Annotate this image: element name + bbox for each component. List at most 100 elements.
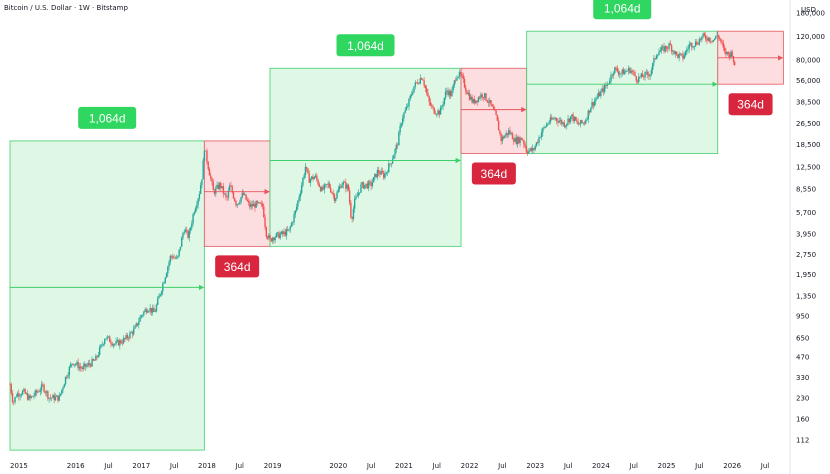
- candle-body-367: [472, 99, 475, 103]
- candle-body-440: [564, 125, 567, 127]
- candle-body-10: [21, 390, 24, 395]
- y-tick-label-4: 38,500: [796, 99, 821, 107]
- candle-body-430: [552, 118, 554, 120]
- candle-body-555: [710, 41, 712, 42]
- candle-body-343: [442, 104, 444, 107]
- candle-body-517: [662, 46, 664, 48]
- candle-body-196: [256, 201, 259, 203]
- candle-body-184: [241, 192, 244, 198]
- candle-body-218: [284, 231, 286, 236]
- candle-body-228: [297, 200, 299, 207]
- candle-body-212: [276, 232, 279, 234]
- candle-body-475: [609, 81, 611, 84]
- candle-body-330: [425, 88, 428, 93]
- candle-body-125: [167, 266, 169, 274]
- candle-body-463: [593, 100, 596, 106]
- candle-body-370: [476, 100, 478, 102]
- candle-body-506: [648, 74, 650, 77]
- candle-body-291: [376, 170, 379, 178]
- candle-body-159: [210, 175, 212, 179]
- candle-body-275: [356, 195, 358, 197]
- candle-body-133: [177, 255, 179, 258]
- candle-body-128: [170, 255, 173, 257]
- candle-body-206: [269, 235, 271, 239]
- candle-body-251: [326, 184, 328, 185]
- candle-body-490: [627, 67, 630, 71]
- candle-body-189: [247, 201, 250, 203]
- candle-body-519: [664, 46, 666, 52]
- candle-body-34: [52, 395, 54, 398]
- candle-body-569: [727, 51, 730, 54]
- candle-body-442: [567, 118, 569, 124]
- candle-body-151: [199, 185, 202, 194]
- candle-body-314: [405, 106, 408, 111]
- candle-body-388: [499, 130, 501, 134]
- candle-body-501: [641, 73, 644, 77]
- candle-body-45: [66, 376, 68, 378]
- candle-body-6: [16, 393, 19, 397]
- candle-body-520: [665, 46, 668, 49]
- candle-body-482: [617, 71, 620, 75]
- candle-body-67: [93, 360, 96, 361]
- candle-body-457: [586, 119, 588, 121]
- candle-body-20: [34, 390, 36, 396]
- candle-body-477: [611, 74, 613, 76]
- candle-body-404: [519, 137, 521, 144]
- candle-body-320: [413, 86, 415, 93]
- candle-body-491: [629, 67, 631, 74]
- candle-body-312: [403, 112, 405, 119]
- candle-body-126: [168, 261, 170, 267]
- candle-body-131: [174, 257, 177, 259]
- candle-body-137: [182, 233, 184, 238]
- candle-body-422: [542, 128, 544, 133]
- candle-body-436: [559, 120, 562, 122]
- candle-body-379: [487, 102, 490, 103]
- cycle-label-box-5: [728, 93, 773, 116]
- candle-body-470: [602, 88, 605, 92]
- candle-body-174: [228, 185, 231, 191]
- x-tick-label-14: 2023: [526, 462, 544, 470]
- candle-body-424: [544, 126, 547, 128]
- candle-body-415: [533, 148, 535, 150]
- candle-body-182: [239, 202, 241, 204]
- candle-body-365: [470, 96, 472, 100]
- candle-body-295: [381, 170, 384, 173]
- candle-body-210: [274, 237, 276, 241]
- candle-body-111: [149, 307, 151, 311]
- candle-body-380: [489, 100, 491, 103]
- candle-body-413: [530, 148, 533, 151]
- candle-body-551: [704, 35, 707, 39]
- candle-body-205: [268, 235, 270, 239]
- candle-body-460: [590, 107, 592, 113]
- candle-body-406: [521, 139, 524, 141]
- candle-body-204: [266, 236, 269, 239]
- candle-body-476: [610, 74, 612, 82]
- candle-body-381: [490, 100, 492, 105]
- candle-body-540: [691, 43, 693, 48]
- candle-body-190: [249, 202, 251, 208]
- candle-body-538: [688, 44, 690, 49]
- candle-body-41: [61, 389, 63, 394]
- candle-body-261: [338, 186, 341, 190]
- candle-body-192: [251, 204, 254, 207]
- candle-body-103: [139, 317, 141, 322]
- candle-body-399: [513, 139, 515, 142]
- candle-body-445: [571, 114, 573, 117]
- candle-body-332: [428, 96, 430, 102]
- candle-body-38: [57, 395, 59, 401]
- candle-body-172: [226, 196, 228, 198]
- candle-body-82: [112, 344, 115, 346]
- candle-body-390: [501, 136, 504, 142]
- candle-body-363: [467, 93, 470, 95]
- candle-body-434: [557, 120, 559, 123]
- candle-body-120: [160, 291, 163, 295]
- candle-body-77: [106, 336, 108, 339]
- candle-body-99: [134, 326, 136, 329]
- candle-body-298: [385, 172, 387, 174]
- candle-body-263: [341, 184, 343, 188]
- y-tick-label-16: 470: [796, 353, 809, 361]
- candle-body-249: [323, 184, 326, 190]
- candle-body-106: [143, 311, 145, 315]
- candle-body-526: [673, 50, 675, 55]
- candle-body-75: [103, 339, 106, 344]
